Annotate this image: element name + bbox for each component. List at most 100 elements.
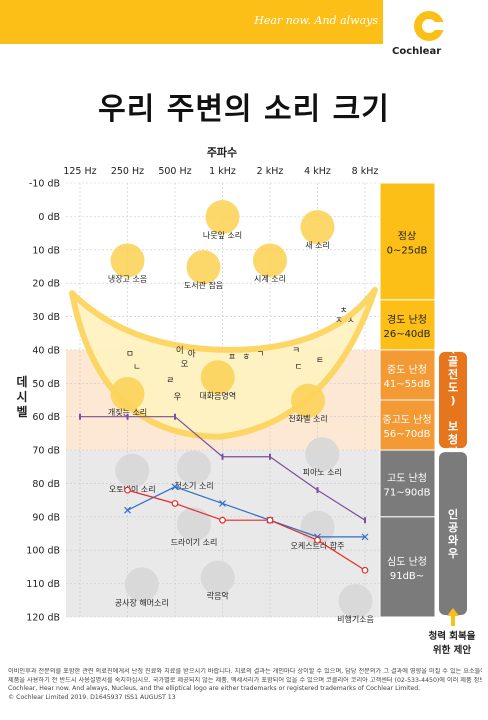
sound-label: 비행기소음 (337, 614, 374, 624)
page-title: 우리 주변의 소리 크기 (98, 92, 390, 127)
y-tick-label: 20 dB (32, 279, 60, 290)
x-tick-label: 1 kHz (209, 166, 236, 177)
data-point (221, 453, 224, 460)
device-label-char: 공 (448, 521, 458, 534)
data-point (79, 413, 81, 420)
device-label-char: 와 (448, 533, 458, 547)
device-bar (439, 351, 467, 449)
recovery-note-line-1: 청력 회복을 (428, 630, 475, 642)
footer: 이비인후과 전문의를 포함한 관련 의료진에게서 난청 진료와 치료를 받으시기… (8, 668, 482, 702)
y-tick-label: 30 dB (32, 312, 60, 323)
speech-letter: 오 (181, 359, 189, 369)
x-tick-label: 500 Hz (158, 166, 191, 177)
sound-label: 전화벨 소리 (288, 414, 327, 424)
tagline: Hear now. And always (254, 14, 378, 27)
device-label-char: 청 (448, 432, 458, 446)
hearing-level-range: 41~55dB (383, 379, 430, 390)
sound-icon (200, 360, 235, 395)
speech-letter: ㅁ (126, 349, 134, 359)
hearing-level-range: 71~90dB (383, 487, 430, 498)
sound-label: 청소기 소리 (174, 481, 213, 490)
hearing-level-label: 심도 난청 (387, 556, 427, 568)
data-point (314, 536, 321, 544)
x-tick-label: 8 kHz (352, 166, 379, 177)
recovery-note-line-2: 위한 제안 (433, 644, 472, 656)
data-point (361, 566, 369, 574)
sound-label: 시계 소리 (254, 273, 286, 283)
speech-letter: 이 (176, 345, 184, 356)
hearing-level-label: 중고도 난청 (382, 414, 431, 426)
recovery-arrow-icon (447, 608, 459, 626)
device-label-char: 인 (448, 507, 458, 521)
hearing-level-label: 경도 난청 (387, 313, 427, 326)
data-point (126, 413, 129, 420)
y-axis-title-char: 시 (16, 390, 27, 404)
hearing-level-box (379, 299, 436, 351)
sound-label: 새 소리 (305, 241, 330, 250)
sound-icon (177, 450, 211, 485)
device-bar (439, 452, 467, 615)
speech-letter: 아 (188, 348, 196, 359)
x-tick-label: 2 kHz (257, 166, 284, 177)
data-point (171, 483, 179, 491)
device-label-char: 골 (448, 355, 458, 368)
cochlear-logo-mark-icon (414, 11, 445, 41)
sound-label: 오토바이 소리 (109, 484, 156, 494)
y-tick-label: 90 dB (32, 512, 60, 523)
data-point (219, 500, 226, 507)
y-tick-label: 70 dB (32, 446, 60, 457)
device-label-char: ( (450, 342, 455, 355)
hearing-level-box (379, 182, 436, 301)
hearing-level-range: 26~40dB (383, 329, 430, 340)
speech-letter: ㅊ (340, 306, 348, 316)
data-point (124, 486, 131, 494)
data-point (266, 516, 274, 524)
y-tick-label: 40 dB (32, 345, 60, 356)
sound-label: 드라이기 소리 (171, 537, 218, 547)
series-line-blue (127, 486, 365, 538)
x-axis-title: 주파수 (207, 145, 237, 159)
data-point (269, 453, 271, 460)
sound-icon (115, 453, 150, 488)
y-tick-label: 120 dB (26, 613, 60, 624)
sound-icon (177, 507, 211, 542)
hearing-level-range: 91dB~ (390, 571, 424, 582)
y-tick-label: 0 dB (38, 212, 60, 223)
speech-letter: ㅍ (228, 353, 236, 363)
y-axis-title-char: 데 (16, 375, 27, 389)
speech-letter: ㄱ (257, 349, 265, 359)
sound-label: 오케스트라 합주 (290, 542, 344, 551)
data-point (171, 500, 179, 507)
sound-icon (300, 210, 335, 245)
sound-label: 도서관 잡음 (184, 280, 223, 290)
footer-line-4: © Cochlear Limited 2019. D1645937 ISS1 A… (8, 693, 176, 701)
x-tick-label: 125 Hz (63, 166, 96, 177)
y-tick-label: -10 dB (29, 179, 60, 190)
data-point (361, 533, 369, 541)
x-tick-label: 250 Hz (111, 166, 144, 177)
device-label-char: 전 (448, 367, 458, 381)
data-point (174, 413, 176, 420)
y-tick-label: 60 dB (32, 412, 60, 423)
sound-icon (305, 437, 340, 472)
sound-icon (291, 383, 325, 418)
hearing-level-label: 정상 (398, 230, 416, 242)
sound-label: 나뭇잎 소리 (203, 231, 242, 240)
y-tick-label: 100 dB (26, 546, 60, 557)
data-point (124, 506, 131, 514)
sound-icon (124, 567, 159, 602)
speech-letter: ㅋ (292, 346, 300, 356)
speech-letter: ㄷ (295, 363, 303, 373)
sound-label: 공사장 해머소리 (115, 597, 169, 607)
sound-icon (186, 250, 221, 285)
sound-icon (253, 243, 287, 278)
y-tick-label: 110 dB (26, 579, 60, 590)
y-tick-label: 80 dB (32, 479, 60, 490)
cochlear-logo: Cochlear (383, 0, 488, 68)
speech-letter: ㅌ (316, 356, 324, 366)
sound-icon (205, 200, 240, 235)
hearing-level-label: 중도 난청 (387, 364, 427, 376)
hearing-level-box (379, 349, 436, 401)
hearing-level-box (379, 516, 436, 618)
